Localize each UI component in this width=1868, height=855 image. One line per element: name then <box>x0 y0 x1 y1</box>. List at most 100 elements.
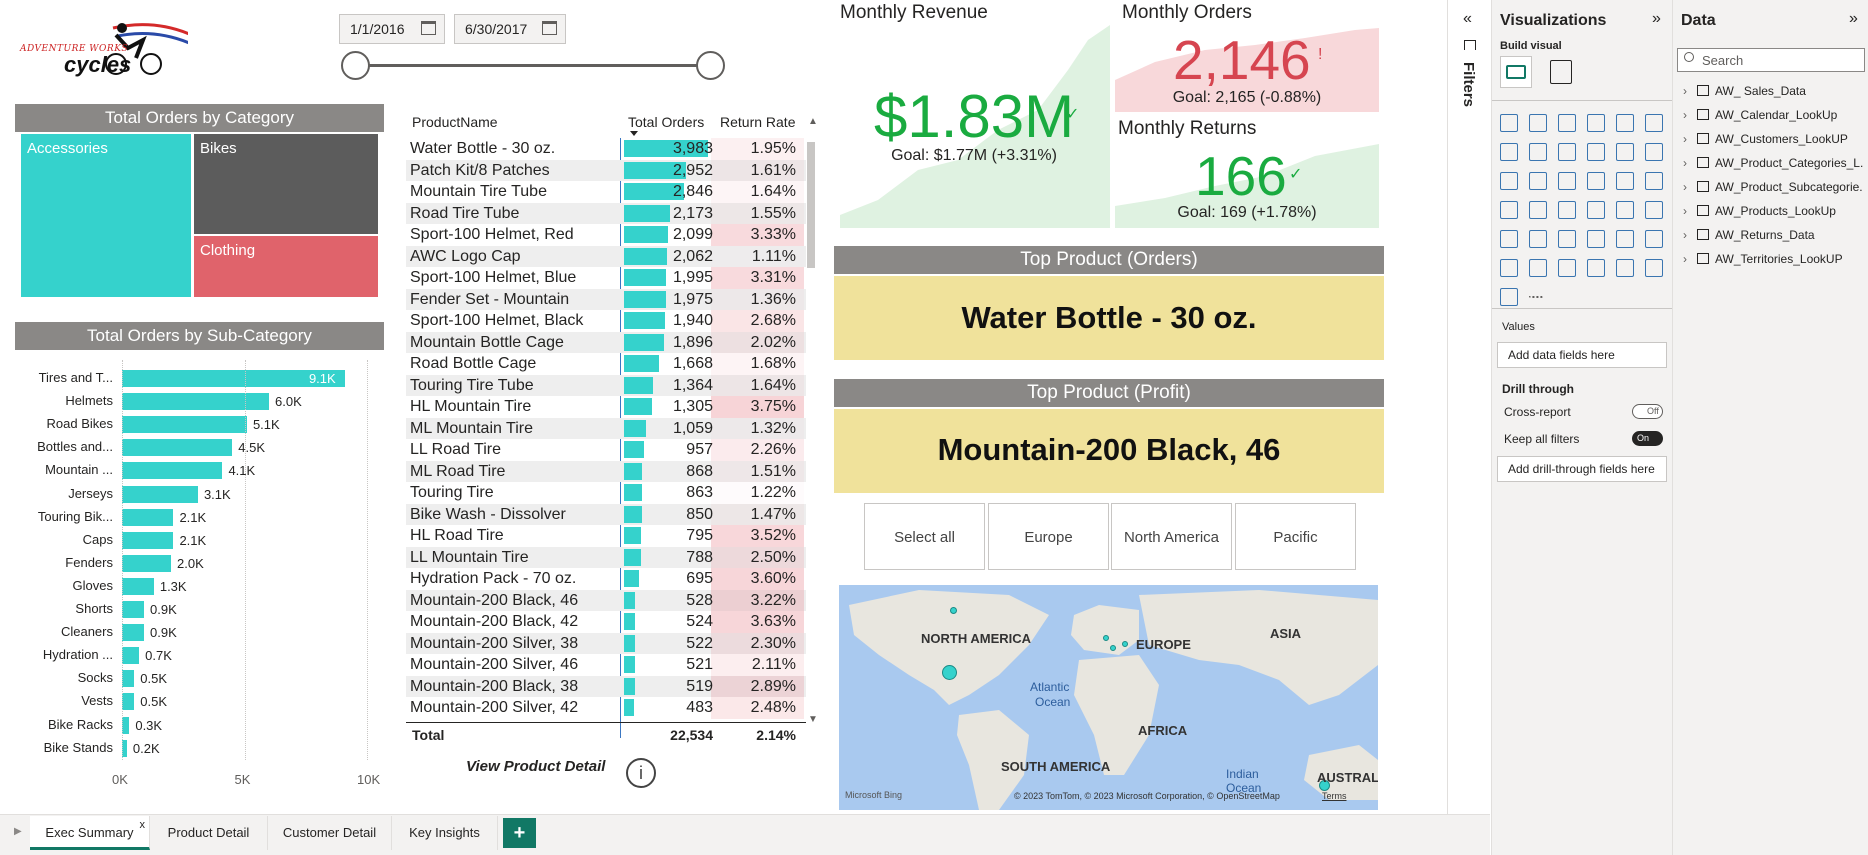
table-header-return-rate[interactable]: Return Rate <box>720 114 796 130</box>
map-terms-link[interactable]: Terms <box>1322 791 1347 801</box>
data-table-item[interactable]: › AW_ Sales_Data <box>1683 84 1863 98</box>
ribbon-chart-icon[interactable] <box>1645 143 1663 161</box>
chevron-right-icon[interactable]: › <box>1683 108 1687 122</box>
100-bar-icon[interactable] <box>1616 114 1634 132</box>
values-drop-zone[interactable]: Add data fields here <box>1497 342 1667 368</box>
table-row[interactable]: Touring Tire 863 1.22% <box>406 482 806 504</box>
table-row[interactable]: LL Road Tire 957 2.26% <box>406 439 806 461</box>
chevron-right-icon[interactable]: › <box>1683 156 1687 170</box>
table-header-orders[interactable]: Total Orders <box>628 114 705 130</box>
subcategory-bar[interactable] <box>122 670 135 688</box>
table-row[interactable]: ML Mountain Tire 1,059 1.32% <box>406 417 806 439</box>
table-row[interactable]: Touring Tire Tube 1,364 1.64% <box>406 374 806 396</box>
subcategory-bar[interactable] <box>122 462 223 480</box>
line-clustered-icon[interactable] <box>1616 143 1634 161</box>
kpi-icon[interactable] <box>1500 230 1518 248</box>
scroll-down-icon[interactable]: ▼ <box>808 714 818 725</box>
card-icon[interactable] <box>1616 201 1634 219</box>
subcategory-bar[interactable] <box>122 393 269 411</box>
drill-through-drop-zone[interactable]: Add drill-through fields here <box>1497 456 1667 482</box>
top-product-profit-card[interactable]: Mountain-200 Black, 46 <box>834 409 1384 493</box>
info-icon[interactable]: i <box>626 758 656 788</box>
chevron-right-icon[interactable]: › <box>1683 204 1687 218</box>
tab-key-insights[interactable]: Key Insights <box>392 816 498 850</box>
map-bubble-canada[interactable] <box>950 607 957 614</box>
table-row[interactable]: Sport-100 Helmet, Black 1,940 2.68% <box>406 310 806 332</box>
table-row[interactable]: Sport-100 Helmet, Red 2,099 3.33% <box>406 224 806 246</box>
data-table-item[interactable]: › AW_Product_Subcategorie... <box>1683 180 1863 194</box>
clustered-bar-icon[interactable] <box>1558 114 1576 132</box>
orders-map[interactable]: NORTH AMERICA EUROPE ASIA AFRICA SOUTH A… <box>839 585 1378 810</box>
subcategory-bar[interactable] <box>122 554 171 572</box>
table-row[interactable]: Mountain-200 Black, 46 528 3.22% <box>406 589 806 611</box>
table-row[interactable]: Water Bottle - 30 oz. 3,983 1.95% <box>406 138 806 160</box>
build-visual-tab-icon[interactable] <box>1500 56 1532 88</box>
stacked-area-icon[interactable] <box>1558 143 1576 161</box>
filters-pane[interactable]: « Filters <box>1447 0 1491 816</box>
tab-product-detail[interactable]: Product Detail <box>150 816 268 850</box>
date-slider-track[interactable] <box>355 64 710 67</box>
subcategory-bar[interactable] <box>122 416 247 434</box>
treemap-tile-bikes[interactable]: Bikes <box>194 134 378 234</box>
date-slider-end-handle[interactable] <box>696 51 725 80</box>
table-row[interactable]: Sport-100 Helmet, Blue 1,995 3.31% <box>406 267 806 289</box>
funnel-icon[interactable] <box>1529 172 1547 190</box>
subcategory-bar[interactable] <box>122 647 140 665</box>
power-automate-icon[interactable] <box>1500 288 1518 306</box>
r-visual-icon[interactable] <box>1616 230 1634 248</box>
waterfall-icon[interactable] <box>1500 172 1518 190</box>
gauge-icon[interactable] <box>1587 201 1605 219</box>
table-row[interactable]: Hydration Pack - 70 oz. 695 3.60% <box>406 568 806 590</box>
add-page-button[interactable]: + <box>503 818 536 848</box>
data-search-box[interactable]: Search <box>1677 48 1865 72</box>
subcategory-bar[interactable] <box>122 624 145 642</box>
table-row[interactable]: Bike Wash - Dissolver 850 1.47% <box>406 503 806 525</box>
format-visual-tab-icon[interactable] <box>1550 60 1572 84</box>
table-row[interactable]: Road Tire Tube 2,173 1.55% <box>406 202 806 224</box>
calendar-icon[interactable] <box>421 21 436 35</box>
subcategory-bar[interactable] <box>122 485 198 503</box>
area-chart-icon[interactable] <box>1529 143 1547 161</box>
slicer-pacific[interactable]: Pacific <box>1235 503 1356 570</box>
shape-map-icon[interactable] <box>1558 201 1576 219</box>
line-column-icon[interactable] <box>1587 143 1605 161</box>
table-row[interactable]: Mountain-200 Black, 38 519 2.89% <box>406 675 806 697</box>
subcategory-bar[interactable] <box>122 716 130 734</box>
subcategory-bar[interactable] <box>122 439 233 457</box>
pie-chart-icon[interactable] <box>1587 172 1605 190</box>
table-scrollbar[interactable] <box>807 142 815 268</box>
tab-customer-detail[interactable]: Customer Detail <box>268 816 392 850</box>
tab-exec-summary[interactable]: Exec Summary x <box>30 816 150 850</box>
treemap-tile-clothing[interactable]: Clothing <box>194 236 378 297</box>
date-slider-start-handle[interactable] <box>341 51 370 80</box>
filled-map-icon[interactable] <box>1529 201 1547 219</box>
slicer-icon[interactable] <box>1529 230 1547 248</box>
table-row[interactable]: Mountain Tire Tube 2,846 1.64% <box>406 181 806 203</box>
start-date-input[interactable]: 1/1/2016 <box>339 14 445 44</box>
revenue-kpi-card[interactable]: Monthly Revenue $1.83M ✓ Goal: $1.77M (+… <box>838 0 1110 228</box>
cross-report-toggle[interactable]: Off <box>1632 404 1663 419</box>
slicer-europe[interactable]: Europe <box>988 503 1109 570</box>
scatter-icon[interactable] <box>1558 172 1576 190</box>
table-row[interactable]: HL Road Tire 795 3.52% <box>406 525 806 547</box>
calendar-icon[interactable] <box>542 21 557 35</box>
stacked-bar-icon[interactable] <box>1500 114 1518 132</box>
more-visuals-icon[interactable] <box>1529 288 1543 298</box>
multi-row-card-icon[interactable] <box>1645 201 1663 219</box>
view-product-detail-link[interactable]: View Product Detail <box>466 758 606 775</box>
data-table-item[interactable]: › AW_Product_Categories_L... <box>1683 156 1863 170</box>
map-bubble-europe-1[interactable] <box>1103 635 1109 641</box>
table-row[interactable]: HL Mountain Tire 1,305 3.75% <box>406 396 806 418</box>
table-row[interactable]: Fender Set - Mountain 1,975 1.36% <box>406 288 806 310</box>
data-table-item[interactable]: › AW_Calendar_LookUp <box>1683 108 1863 122</box>
end-date-input[interactable]: 6/30/2017 <box>454 14 566 44</box>
chevron-right-icon[interactable]: › <box>1683 252 1687 266</box>
donut-chart-icon[interactable] <box>1616 172 1634 190</box>
treemap-tile-accessories[interactable]: Accessories <box>21 134 191 297</box>
line-chart-icon[interactable] <box>1500 143 1518 161</box>
paginated-report-icon[interactable] <box>1616 259 1634 277</box>
python-visual-icon[interactable] <box>1645 230 1663 248</box>
subcategory-bar[interactable] <box>122 577 154 595</box>
chevron-right-icon[interactable]: › <box>1683 132 1687 146</box>
table-row[interactable]: Mountain-200 Black, 42 524 3.63% <box>406 611 806 633</box>
